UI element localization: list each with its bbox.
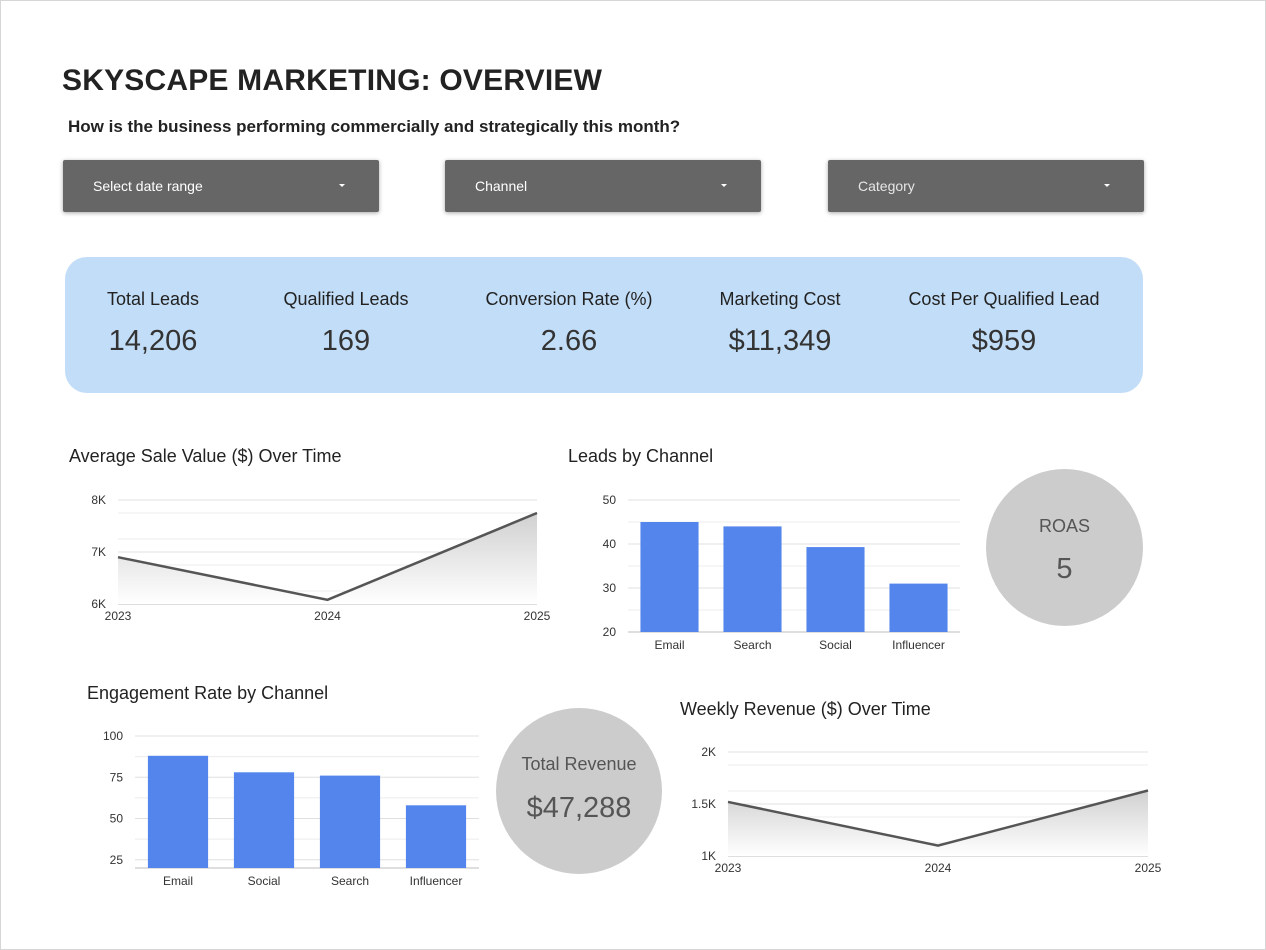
total-revenue-scorecard: Total Revenue $47,288	[496, 708, 662, 874]
roas-scorecard: ROAS 5	[986, 469, 1143, 626]
y-tick-label: 1K	[701, 849, 716, 863]
y-tick-label: 50	[110, 812, 124, 826]
kpi-value: $959	[971, 325, 1037, 357]
y-tick-label: 40	[603, 537, 617, 551]
area-fill	[728, 790, 1148, 856]
y-tick-label: 75	[110, 770, 124, 784]
leads-by-channel-chart: 20 30 40 50 Email Search Social Influencer	[603, 493, 960, 652]
date-range-dropdown[interactable]: Select date range	[63, 160, 379, 212]
x-tick-label: Search	[733, 638, 771, 652]
chart-title-engagement: Engagement Rate by Channel	[87, 683, 329, 703]
page-title: SKYSCAPE MARKETING: OVERVIEW	[62, 64, 603, 97]
y-tick-label: 30	[603, 581, 617, 595]
bar-search	[319, 775, 381, 868]
category-dropdown[interactable]: Category	[828, 160, 1144, 212]
y-tick-label: 2K	[701, 745, 716, 759]
kpi-value: 14,206	[108, 325, 198, 357]
area-fill	[118, 513, 537, 604]
x-tick-label: Email	[654, 638, 684, 652]
x-tick-label: 2023	[715, 861, 742, 875]
x-tick-label: 2023	[105, 609, 132, 623]
bar-social	[806, 547, 865, 632]
bar-social	[233, 772, 295, 868]
x-tick-label: Influencer	[892, 638, 945, 652]
y-tick-label: 6K	[91, 597, 106, 611]
chart-title-weekly-revenue: Weekly Revenue ($) Over Time	[680, 699, 931, 719]
y-tick-label: 7K	[91, 545, 106, 559]
x-tick-label: Email	[163, 874, 193, 888]
x-tick-label: Social	[819, 638, 852, 652]
bar-search	[723, 526, 782, 632]
bar-email	[640, 522, 699, 632]
x-tick-label: Influencer	[410, 874, 463, 888]
y-tick-label: 100	[103, 729, 123, 743]
chart-title-leads-by-channel: Leads by Channel	[568, 446, 714, 466]
category-label: Category	[858, 178, 915, 194]
series-line	[117, 511, 538, 602]
kpi-label: Cost Per Qualified Lead	[908, 289, 1100, 309]
x-tick-label: 2025	[524, 609, 551, 623]
chevron-down-icon	[721, 184, 727, 187]
kpi-panel: Total Leads 14,206 Qualified Leads 169 C…	[65, 257, 1143, 393]
chevron-down-icon	[339, 184, 345, 187]
y-tick-label: 50	[603, 493, 617, 507]
kpi-value: $11,349	[728, 325, 832, 357]
bar-influencer	[889, 583, 948, 632]
channel-dropdown[interactable]: Channel	[445, 160, 761, 212]
roas-label: ROAS	[1038, 516, 1090, 536]
chevron-down-icon	[1104, 184, 1110, 187]
kpi-label: Conversion Rate (%)	[485, 289, 653, 309]
date-range-label: Select date range	[93, 178, 203, 194]
avg-sale-value-chart: 6K 7K 8K 2023 2024 2025	[91, 493, 551, 623]
x-tick-label: 2025	[1135, 861, 1162, 875]
kpi-label: Qualified Leads	[283, 289, 409, 309]
total-revenue-label: Total Revenue	[521, 754, 637, 774]
engagement-rate-chart: 25 50 75 100 Email Social Search Influencer	[103, 729, 479, 888]
bar-email	[147, 755, 209, 868]
roas-value: 5	[1056, 553, 1073, 585]
y-tick-label: 1.5K	[691, 797, 716, 811]
channel-label: Channel	[475, 178, 528, 194]
x-tick-label: Search	[331, 874, 369, 888]
series-line	[727, 789, 1149, 847]
bar-influencer	[405, 805, 467, 868]
chart-title-avg-sale: Average Sale Value ($) Over Time	[69, 446, 342, 466]
weekly-revenue-chart: 1K 1.5K 2K 2023 2024 2025	[691, 745, 1162, 875]
y-tick-label: 25	[110, 853, 124, 867]
x-tick-label: 2024	[925, 861, 952, 875]
y-tick-label: 20	[603, 625, 617, 639]
page-subtitle: How is the business performing commercia…	[68, 117, 681, 136]
kpi-value: 2.66	[540, 325, 598, 357]
kpi-label: Marketing Cost	[719, 289, 841, 309]
kpi-label: Total Leads	[106, 289, 200, 309]
x-tick-label: 2024	[314, 609, 341, 623]
total-revenue-value: $47,288	[526, 792, 632, 824]
x-tick-label: Social	[248, 874, 281, 888]
kpi-value: 169	[321, 325, 371, 357]
y-tick-label: 8K	[91, 493, 106, 507]
